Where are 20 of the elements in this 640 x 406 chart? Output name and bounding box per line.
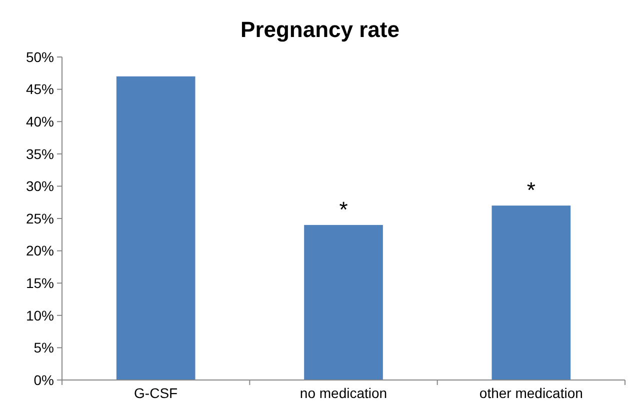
y-tick-label: 20%	[26, 242, 54, 259]
annotation: *	[339, 196, 348, 222]
bar	[116, 76, 196, 380]
x-tick-label: no medication	[300, 385, 388, 401]
chart-title: Pregnancy rate	[240, 17, 400, 42]
x-tick-label: other medication	[479, 385, 583, 401]
y-tick-label: 5%	[34, 340, 54, 356]
y-tick-label: 25%	[26, 210, 54, 226]
y-tick-label: 50%	[26, 48, 54, 65]
y-tick-label: 40%	[26, 114, 54, 130]
y-tick-label: 45%	[26, 81, 54, 98]
x-tick-label: G-CSF	[134, 385, 178, 401]
bar	[492, 206, 571, 380]
y-tick-label: 0%	[34, 372, 54, 388]
annotation: *	[526, 178, 536, 203]
y-tick-label: 30%	[26, 178, 54, 194]
bar	[304, 224, 383, 380]
y-tick-label: 35%	[26, 146, 54, 162]
y-tick-label: 10%	[26, 307, 54, 324]
y-tick-label: 15%	[26, 275, 54, 291]
